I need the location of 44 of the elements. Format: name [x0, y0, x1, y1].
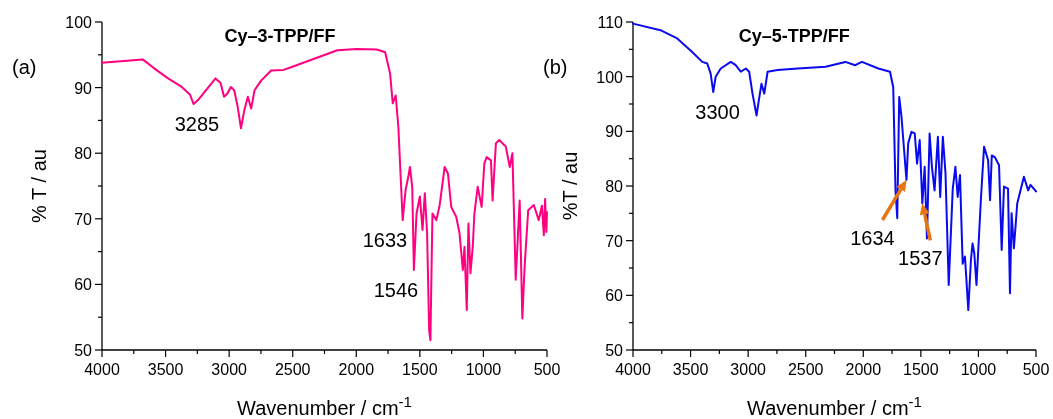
- annotation: 3300: [695, 100, 740, 123]
- x-tick-label: 1500: [903, 361, 939, 378]
- y-tick-label: 70: [605, 232, 624, 250]
- y-tick-label: 60: [605, 287, 624, 305]
- y-tick-label: 50: [605, 342, 624, 359]
- y-tick-label: 50: [74, 342, 93, 359]
- x-tick-label: 3000: [730, 361, 767, 378]
- x-tick-label: 1500: [402, 361, 438, 378]
- annotation: 3285: [174, 113, 220, 135]
- x-axis-title: Wavenumber / cm$^{-1}$: [747, 392, 922, 419]
- annotation: 1537: [898, 247, 943, 270]
- y-tick-label: 70: [74, 210, 93, 228]
- y-axis-title: % T / au: [28, 149, 50, 223]
- x-tick-label: 500: [1022, 361, 1050, 378]
- x-tick-label: 1000: [960, 361, 997, 378]
- text: (a): [12, 56, 37, 78]
- chart-title: Cy–5-TPP/FF: [738, 26, 850, 46]
- x-tick-label: 3500: [672, 361, 709, 378]
- y-tick-label: 80: [605, 178, 624, 195]
- y-tick-label: 90: [605, 123, 624, 141]
- x-tick-label: 3000: [211, 361, 248, 378]
- annotation: (b): [543, 56, 568, 78]
- x-tick-label: 2000: [845, 361, 882, 378]
- x-axis-title: Wavenumber / cm$^{-1}$: [237, 392, 412, 419]
- x-tick-label: 3500: [147, 361, 184, 378]
- annotation: 1633: [362, 229, 408, 252]
- y-tick-label: 80: [74, 145, 93, 163]
- x-tick-label: 2500: [787, 361, 824, 378]
- chart-title: Cy–3-TPP/FF: [224, 26, 336, 46]
- y-tick-label: 90: [74, 79, 93, 97]
- y-tick-label: 100: [65, 14, 93, 31]
- x-tick-label: 500: [533, 361, 561, 378]
- y-axis-title: %T / au: [559, 151, 581, 221]
- y-tick-label: 110: [597, 14, 624, 31]
- x-tick-label: 4000: [615, 361, 651, 378]
- y-tick-label: 60: [74, 276, 93, 294]
- annotation: 1634: [850, 226, 895, 249]
- x-tick-label: 4000: [84, 361, 120, 378]
- x-tick-label: 2500: [274, 361, 311, 378]
- y-tick-label: 100: [596, 68, 624, 86]
- x-tick-label: 2000: [338, 361, 375, 378]
- x-tick-label: 1000: [465, 361, 502, 378]
- annotation: 1546: [373, 278, 419, 301]
- line-series: [632, 22, 1037, 312]
